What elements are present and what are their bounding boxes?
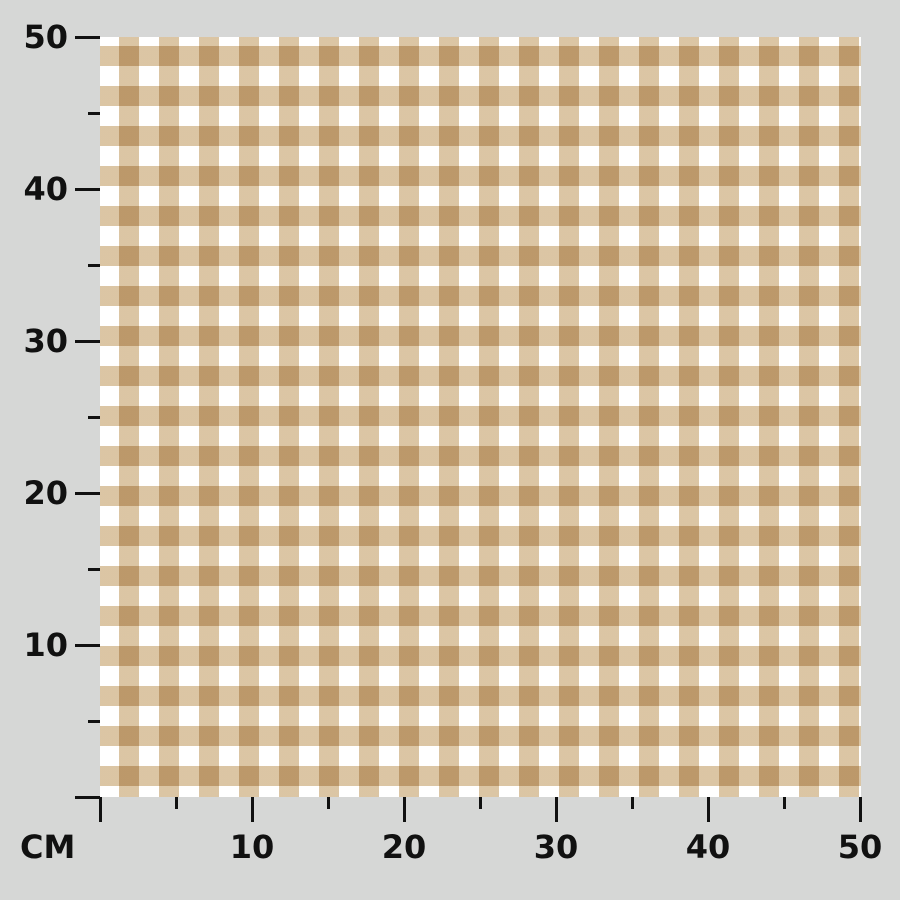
x-tick-label: 40 — [685, 828, 731, 866]
x-minor-tick — [326, 797, 330, 809]
y-tick-label: 30 — [23, 322, 68, 360]
x-minor-tick — [478, 797, 482, 809]
x-tick-label: 20 — [381, 828, 427, 866]
y-tick-label: 10 — [23, 626, 68, 664]
y-major-tick — [75, 187, 100, 191]
y-major-tick — [75, 491, 100, 495]
y-major-tick — [75, 35, 100, 39]
y-tick-label: 40 — [23, 170, 68, 208]
y-tick-label: 20 — [23, 474, 68, 512]
y-minor-tick — [88, 111, 100, 115]
y-major-tick — [75, 643, 100, 647]
y-tick-label: 50 — [23, 18, 68, 56]
gingham-fabric-swatch — [100, 37, 861, 797]
y-minor-tick — [88, 567, 100, 571]
x-tick-label: 10 — [229, 828, 275, 866]
x-major-tick — [402, 797, 406, 822]
y-minor-tick — [88, 263, 100, 267]
y-minor-tick — [88, 719, 100, 723]
x-major-tick — [858, 797, 862, 822]
horizontal-stripes — [100, 37, 861, 797]
x-minor-tick — [174, 797, 178, 809]
y-minor-tick — [88, 415, 100, 419]
x-major-tick — [98, 797, 102, 822]
x-minor-tick — [782, 797, 786, 809]
x-minor-tick — [630, 797, 634, 809]
x-tick-label: 50 — [837, 828, 883, 866]
x-tick-label: 30 — [533, 828, 579, 866]
x-major-tick — [706, 797, 710, 822]
y-major-tick — [75, 795, 100, 799]
x-major-tick — [250, 797, 254, 822]
y-major-tick — [75, 339, 100, 343]
x-major-tick — [554, 797, 558, 822]
unit-label: CM — [20, 828, 76, 866]
